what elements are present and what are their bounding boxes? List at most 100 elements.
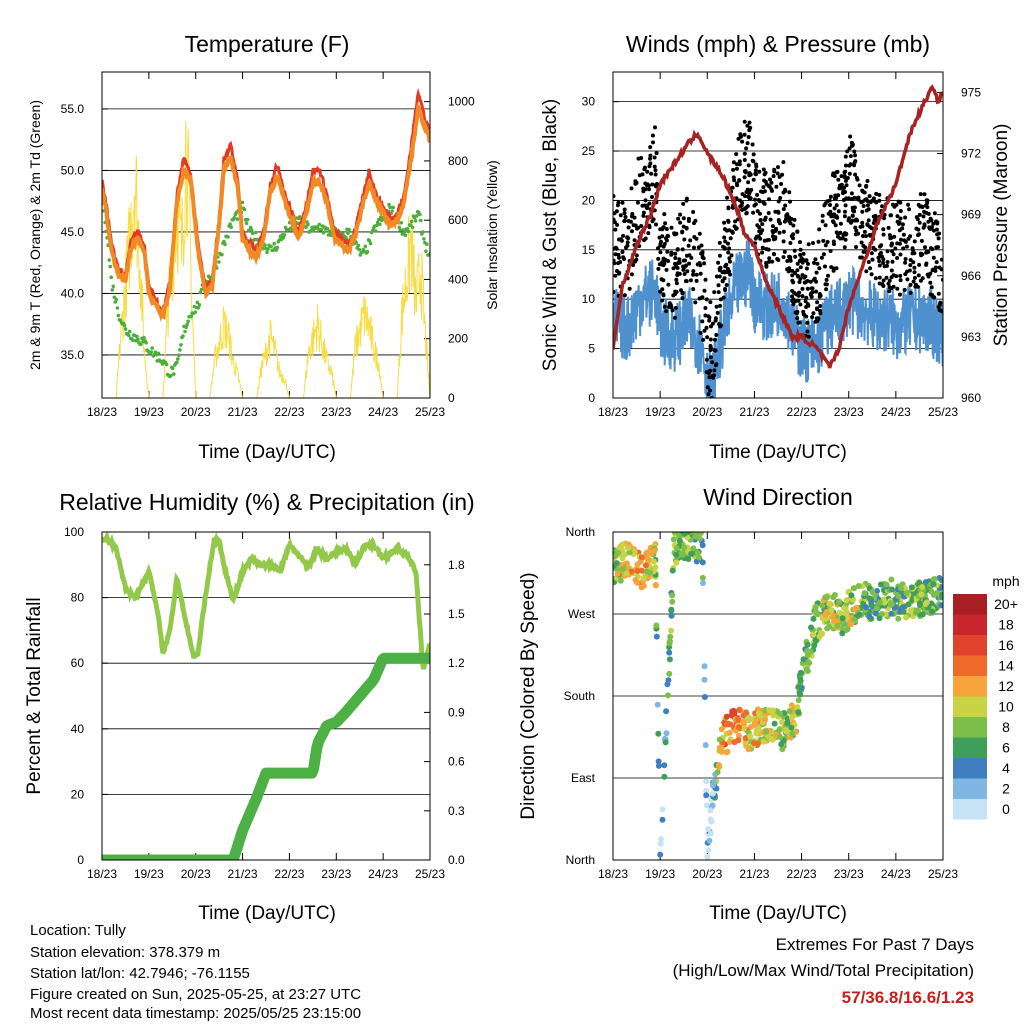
gust-point — [869, 272, 874, 277]
x-tick-label: 23/23 — [321, 867, 351, 881]
gust-point — [808, 279, 813, 284]
wind-direction-point — [794, 704, 801, 711]
gust-point — [685, 269, 690, 274]
gust-point — [831, 171, 836, 176]
gust-point — [746, 180, 751, 185]
gust-point — [632, 238, 637, 243]
wind-direction-point — [654, 701, 661, 708]
wind-direction-point — [765, 733, 772, 740]
gust-point — [740, 192, 745, 197]
gust-point — [662, 304, 667, 309]
gust-point — [743, 206, 748, 211]
gust-point — [708, 368, 713, 373]
dewpoint-point — [184, 325, 188, 330]
gust-point — [929, 285, 934, 290]
gust-point — [764, 247, 769, 251]
gust-point — [843, 190, 847, 194]
colorbar-swatch — [953, 696, 987, 717]
gust-point — [887, 278, 892, 283]
gust-point — [861, 234, 865, 238]
gust-point — [699, 243, 704, 248]
gust-point — [898, 209, 903, 213]
gust-point — [815, 306, 819, 311]
gust-point — [921, 214, 926, 219]
gust-point — [660, 298, 665, 303]
x-tick-label: 20/23 — [692, 405, 722, 419]
wind-direction-point — [795, 709, 802, 716]
gust-point — [633, 259, 638, 264]
dewpoint-point — [176, 357, 180, 361]
dewpoint-point — [254, 230, 258, 235]
x-tick-label: 18/23 — [598, 405, 628, 419]
dewpoint-point — [413, 219, 418, 223]
gust-point — [740, 139, 745, 144]
gust-point — [781, 207, 786, 212]
gust-point — [868, 233, 873, 238]
gust-point — [713, 348, 718, 353]
plot-area — [613, 84, 943, 398]
wind-direction-point — [746, 714, 752, 721]
gust-point — [901, 232, 906, 237]
wind-direction-point — [777, 734, 784, 740]
gust-point — [659, 239, 663, 244]
gust-point — [869, 251, 874, 256]
gust-point — [885, 249, 890, 254]
wind-direction-point — [753, 730, 760, 737]
wind-direction-point — [624, 545, 631, 551]
gust-point — [868, 200, 873, 205]
wind-direction-point — [824, 594, 830, 601]
gust-point — [842, 214, 847, 219]
wind-direction-point — [663, 730, 670, 737]
gust-point — [686, 243, 691, 248]
gust-point — [881, 257, 886, 262]
wind-direction-point — [740, 718, 747, 725]
wind-direction-point — [776, 726, 783, 733]
wind-direction-point — [697, 532, 704, 536]
wind-direction-point — [762, 716, 769, 723]
wind-direction-point — [614, 566, 621, 573]
gust-point — [747, 120, 752, 125]
y-axis-label-right: Station Pressure (Maroon) — [991, 124, 1012, 347]
wind-direction-point — [642, 562, 649, 569]
y-tick-label: 0 — [77, 853, 84, 867]
dewpoint-point — [367, 238, 372, 243]
x-tick-label: 22/23 — [787, 867, 817, 881]
y-tick-label: 80 — [71, 591, 85, 605]
gust-point — [800, 294, 805, 299]
gust-point — [899, 237, 903, 242]
gust-point — [613, 261, 617, 266]
gust-point — [653, 172, 658, 177]
gust-point — [692, 245, 696, 250]
dewpoint-point — [108, 264, 112, 269]
elevation-text: Station elevation: 378.379 m — [30, 944, 221, 961]
gust-point — [702, 288, 707, 293]
wind-direction-point — [709, 782, 716, 789]
gust-point — [902, 287, 907, 292]
gust-point — [708, 355, 713, 360]
wind-direction-point — [682, 532, 689, 535]
gust-point — [904, 244, 909, 249]
dewpoint-point — [368, 241, 373, 246]
gust-point — [663, 257, 668, 262]
gust-point — [843, 163, 848, 168]
gust-point — [848, 154, 853, 159]
gust-point — [783, 189, 788, 193]
gust-point — [641, 213, 646, 218]
gust-point — [650, 195, 654, 199]
dewpoint-point — [387, 202, 391, 207]
dewpoint-point — [142, 336, 146, 340]
dewpoint-point — [111, 284, 116, 289]
gust-point — [928, 271, 933, 276]
gust-point — [771, 230, 775, 235]
gust-point — [627, 286, 632, 291]
wind-direction-point — [659, 816, 666, 823]
gust-point — [750, 158, 755, 163]
y-tick-label-right: 972 — [961, 147, 981, 161]
wind-direction-point — [826, 623, 833, 630]
gust-point — [665, 249, 670, 254]
gust-point — [854, 176, 859, 180]
gust-point — [707, 318, 712, 323]
gust-point — [751, 210, 756, 215]
gust-point — [826, 211, 831, 216]
gust-point — [864, 184, 869, 189]
